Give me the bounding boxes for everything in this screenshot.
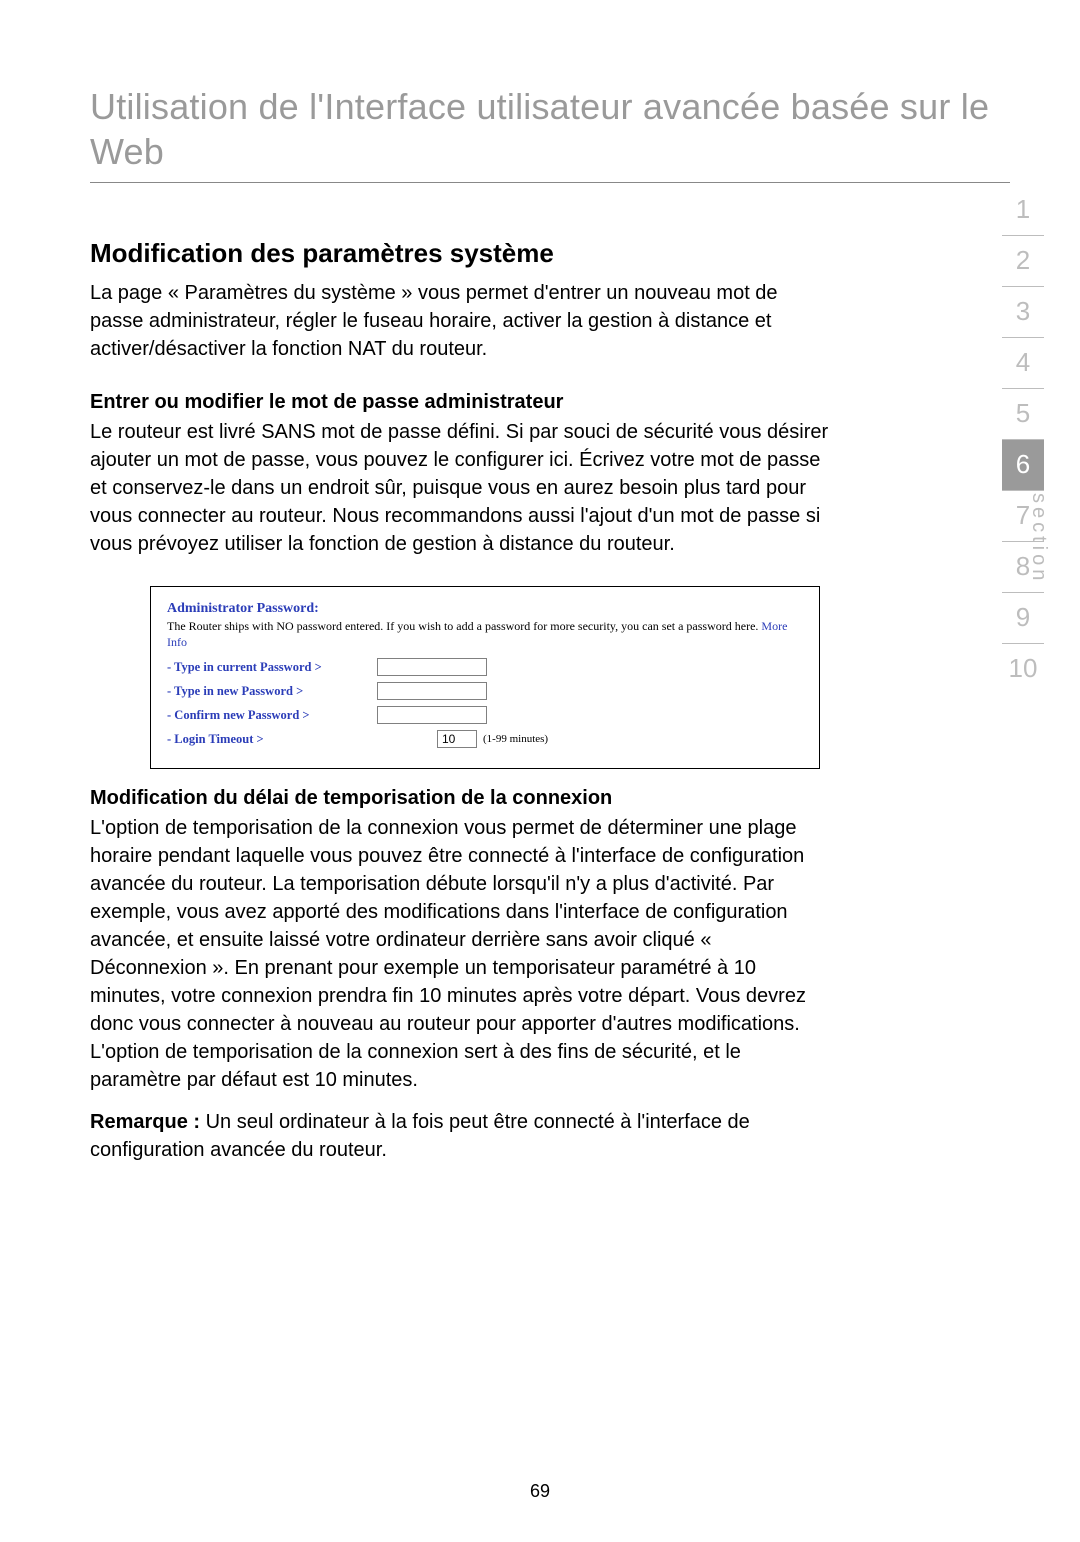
embed-desc-text: The Router ships with NO password entere… [167,619,761,633]
input-login-timeout[interactable] [437,730,477,748]
embedded-router-ui: Administrator Password: The Router ships… [150,586,820,769]
page-number: 69 [0,1481,1080,1502]
section-label: section [1027,493,1050,584]
note-paragraph: Remarque : Un seul ordinateur à la fois … [90,1108,830,1164]
paragraph-login-timeout: L'option de temporisation de la connexio… [90,814,830,1094]
nav-item-5[interactable]: 5 [1002,389,1044,440]
label-login-timeout: - Login Timeout > [167,732,377,747]
main-content: Modification des paramètres système La p… [90,238,830,1164]
label-confirm-password: - Confirm new Password > [167,708,377,723]
page-title: Utilisation de l'Interface utilisateur a… [90,84,1010,183]
label-new-password: - Type in new Password > [167,684,377,699]
input-new-password[interactable] [377,682,487,700]
nav-item-4[interactable]: 4 [1002,338,1044,389]
subheading-admin-password: Entrer ou modifier le mot de passe admin… [90,391,830,414]
embed-description: The Router ships with NO password entere… [167,619,803,650]
row-current-password: - Type in current Password > [167,658,803,676]
row-confirm-password: - Confirm new Password > [167,706,803,724]
row-login-timeout: - Login Timeout > (1-99 minutes) [167,730,803,748]
note-label: Remarque : [90,1111,206,1133]
nav-item-6[interactable]: 6 [1002,440,1044,491]
timeout-hint: (1-99 minutes) [483,733,548,745]
input-current-password[interactable] [377,658,487,676]
label-current-password: - Type in current Password > [167,660,377,675]
nav-item-10[interactable]: 10 [1002,644,1044,694]
nav-item-2[interactable]: 2 [1002,236,1044,287]
nav-item-1[interactable]: 1 [1002,185,1044,236]
nav-item-9[interactable]: 9 [1002,593,1044,644]
nav-item-3[interactable]: 3 [1002,287,1044,338]
intro-paragraph: La page « Paramètres du système » vous p… [90,279,830,363]
subheading-login-timeout: Modification du délai de temporisation d… [90,787,830,810]
section-heading: Modification des paramètres système [90,238,830,269]
row-new-password: - Type in new Password > [167,682,803,700]
input-confirm-password[interactable] [377,706,487,724]
embed-heading: Administrator Password: [167,601,803,617]
paragraph-admin-password: Le routeur est livré SANS mot de passe d… [90,418,830,558]
section-nav: section 1 2 3 4 5 6 7 8 9 10 [1002,185,1044,694]
